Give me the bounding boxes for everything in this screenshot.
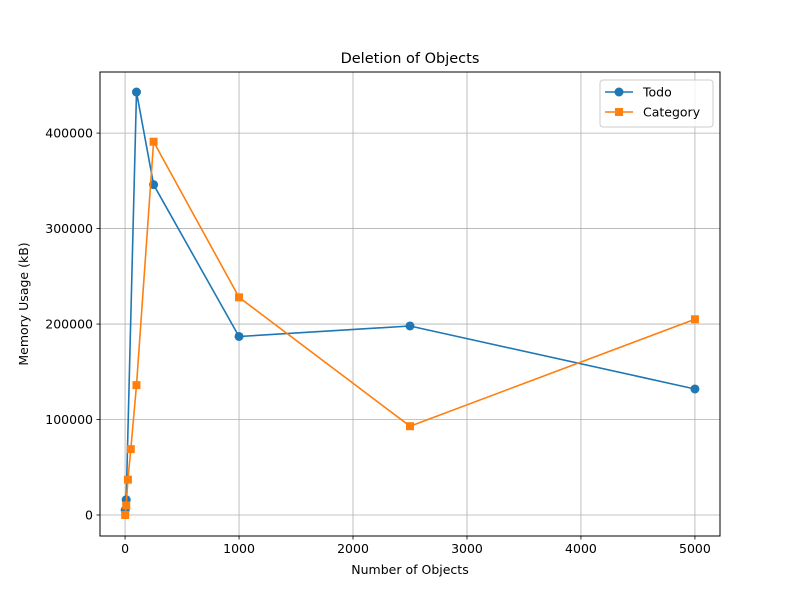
data-point-category (123, 475, 132, 484)
series-category (121, 137, 699, 519)
y-tick-label: 200000 (45, 317, 93, 332)
legend-label: Category (643, 105, 701, 120)
y-axis-label: Memory Usage (kB) (16, 242, 31, 365)
chart-title: Deletion of Objects (341, 51, 480, 67)
legend-marker-todo (614, 87, 624, 97)
data-point-category (121, 510, 130, 519)
data-point-category (235, 293, 244, 302)
data-point-category (149, 137, 158, 146)
data-point-todo (234, 331, 244, 341)
legend-item-todo: Todo (605, 85, 672, 100)
legend-item-category: Category (605, 105, 701, 120)
legend-marker-category (615, 108, 623, 116)
x-tick-label: 0 (121, 541, 129, 556)
x-tick-label: 1000 (223, 541, 255, 556)
grid (100, 72, 720, 536)
y-tick-label: 400000 (45, 126, 93, 141)
x-tick-label: 2000 (337, 541, 369, 556)
x-axis-ticks: 0 1000 2000 3000 4000 5000 (121, 536, 711, 556)
x-tick-label: 4000 (565, 541, 597, 556)
data-point-category (126, 445, 135, 454)
x-tick-label: 3000 (451, 541, 483, 556)
data-point-category (406, 422, 414, 431)
y-tick-label: 100000 (45, 412, 93, 427)
x-tick-label: 5000 (679, 541, 711, 556)
data-point-category (122, 501, 131, 510)
axes-frame (99, 71, 721, 537)
x-axis-label: Number of Objects (351, 562, 468, 577)
data-point-todo (131, 87, 141, 97)
y-tick-label: 300000 (45, 221, 93, 236)
y-tick-label: 0 (85, 507, 93, 522)
y-axis-ticks: 0 100000 200000 300000 400000 (45, 126, 100, 522)
data-point-category (132, 381, 141, 390)
data-point-todo (690, 384, 700, 394)
data-point-todo (405, 321, 415, 331)
data-point-category (690, 315, 699, 324)
legend: Todo Category (599, 79, 714, 128)
legend-label: Todo (642, 85, 672, 100)
series-layer (120, 87, 700, 519)
